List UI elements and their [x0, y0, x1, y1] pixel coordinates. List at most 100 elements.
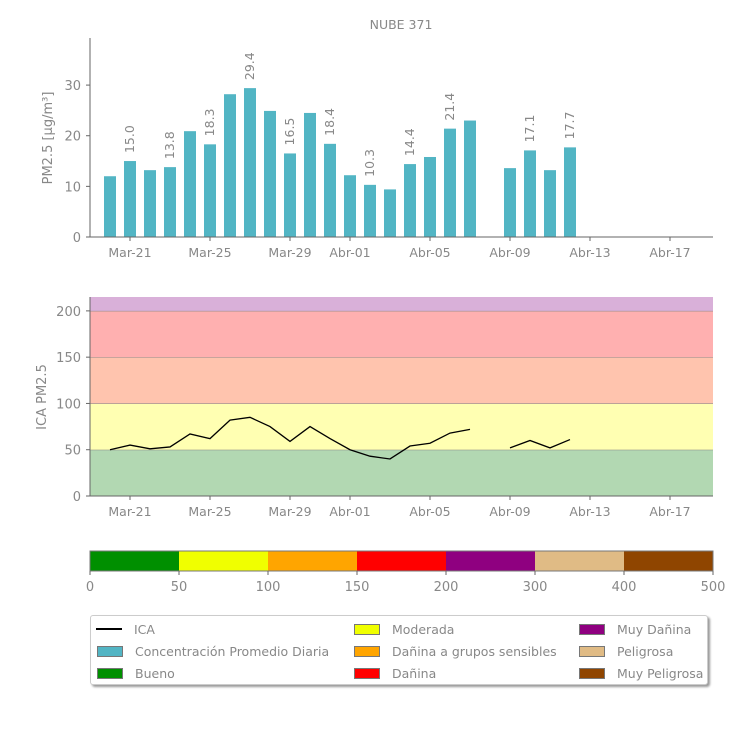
data-label: 10.3 [362, 149, 377, 177]
legend-item: Muy Dañina [573, 618, 703, 640]
bar [164, 167, 176, 237]
data-label: 18.4 [322, 108, 337, 136]
x-tick-label: Mar-21 [108, 504, 151, 519]
ica-line [509, 438, 571, 449]
colorbar-segment [179, 551, 268, 571]
colorbar-tick-label: 200 [434, 580, 459, 595]
x-tick-label: Mar-29 [268, 245, 311, 260]
y-axis-label: PM2.5 [μg/m³] [41, 92, 56, 185]
x-tick-label: Abr-09 [489, 504, 530, 519]
legend-color-swatch [579, 645, 605, 657]
colorbar-tick-label: 50 [171, 580, 188, 595]
bar [204, 144, 216, 237]
legend-label: Bueno [135, 665, 175, 681]
legend-item: Concentración Promedio Diaria [91, 640, 329, 662]
bar [184, 131, 196, 237]
y-tick-label: 10 [64, 180, 81, 195]
legend-item: Peligrosa [573, 640, 703, 662]
bar [444, 128, 456, 237]
bar [224, 94, 236, 237]
y-tick-label: 30 [64, 79, 81, 94]
legend-item: Muy Peligrosa [573, 662, 703, 684]
bar [544, 170, 556, 237]
legend-item: Bueno [91, 662, 329, 684]
bar [124, 161, 136, 237]
chart-title: NUBE 371 [370, 17, 433, 32]
legend-color-swatch [354, 667, 380, 679]
y-tick-label: 50 [64, 444, 81, 459]
legend-color-swatch [579, 623, 605, 635]
ica-band [90, 403, 713, 450]
legend-item: Dañina a grupos sensibles [348, 640, 557, 662]
data-label: 14.4 [402, 128, 417, 156]
legend-color-swatch [97, 645, 123, 657]
ica-band [90, 310, 713, 358]
legend-color-swatch [354, 623, 380, 635]
bar [324, 143, 336, 237]
x-tick-label: Abr-17 [649, 245, 690, 260]
colorbar-segment [624, 551, 713, 571]
colorbar-segment [268, 551, 357, 571]
legend-column-2: Moderada Dañina a grupos sensibles Dañina [348, 618, 557, 684]
bar [244, 88, 256, 238]
bar [284, 153, 296, 237]
x-tick-label: Abr-05 [409, 245, 450, 260]
legend-label: Muy Dañina [617, 621, 692, 637]
data-label: 15.0 [122, 125, 137, 153]
bar [404, 164, 416, 237]
data-label: 17.1 [522, 115, 537, 143]
legend-item: Dañina [348, 662, 557, 684]
x-tick-label: Abr-01 [329, 245, 370, 260]
legend-line-swatch [96, 628, 122, 630]
x-tick-label: Abr-13 [569, 504, 610, 519]
data-label: 17.7 [562, 112, 577, 140]
bar [144, 170, 156, 237]
x-tick-label: Abr-09 [489, 245, 530, 260]
x-tick-label: Mar-29 [268, 504, 311, 519]
x-tick-label: Abr-01 [329, 504, 370, 519]
legend-label: Concentración Promedio Diaria [135, 643, 330, 659]
colorbar-tick-label: 0 [86, 580, 94, 595]
x-tick-label: Abr-05 [409, 504, 450, 519]
colorbar-frame [89, 550, 714, 572]
bar [424, 156, 436, 237]
legend-color-swatch [97, 667, 123, 679]
legend-column-3: Muy Dañina Peligrosa Muy Peligrosa [573, 618, 703, 684]
x-tick-label: Abr-17 [649, 504, 690, 519]
data-label: 18.3 [202, 108, 217, 136]
colorbar-segment [90, 551, 179, 571]
colorbar-tick-label: 300 [523, 580, 548, 595]
bar [264, 110, 276, 237]
legend-item: ICA [91, 618, 329, 640]
legend-label: Dañina [392, 665, 437, 681]
y-axis-label: ICA PM2.5 [35, 364, 50, 430]
colorbar-segment [535, 551, 624, 571]
legend: ICA Concentración Promedio Diaria Bueno Mo… [90, 615, 708, 685]
data-label: 16.5 [282, 118, 297, 146]
bar [344, 175, 356, 237]
y-tick-label: 0 [73, 490, 81, 505]
legend-label: Peligrosa [617, 643, 674, 659]
bar [384, 189, 396, 237]
legend-column-1: ICA Concentración Promedio Diaria Bueno [91, 618, 329, 684]
legend-label: Muy Peligrosa [617, 665, 704, 681]
colorbar-segment [357, 551, 446, 571]
y-tick-label: 200 [56, 305, 81, 320]
x-tick-label: Abr-13 [569, 245, 610, 260]
legend-color-swatch [579, 667, 605, 679]
legend-color-swatch [354, 645, 380, 657]
data-label: 13.8 [162, 131, 177, 159]
bar [104, 176, 116, 237]
ica-band [90, 297, 713, 311]
y-tick-label: 150 [56, 351, 81, 366]
colorbar-tick-label: 400 [612, 580, 637, 595]
colorbar-segment [446, 551, 535, 571]
legend-item: Moderada [348, 618, 557, 640]
ica-band [90, 357, 713, 404]
data-label: 21.4 [442, 93, 457, 121]
ica-line [109, 416, 471, 460]
bar [504, 168, 516, 237]
bar [524, 150, 536, 237]
colorbar-tick-label: 100 [256, 580, 281, 595]
